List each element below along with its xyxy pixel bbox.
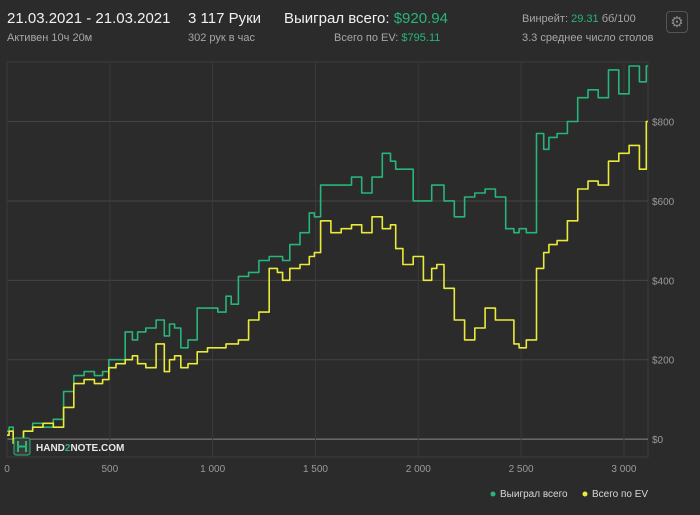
won-total-value: $920.94 [393,10,448,27]
x-tick-label: 3 000 [611,464,636,475]
won-total: Выиграл всего: $920.94 [284,10,448,27]
won-total-label: Выиграл всего: [284,10,390,27]
legend-won-label: Выиграл всего [500,489,568,500]
chart-legend[interactable]: Выиграл всего Всего по EV [490,489,649,500]
y-tick-label: $200 [652,356,675,367]
y-tick-label: $800 [652,118,675,129]
y-tick-label: $400 [652,276,675,287]
avg-tables: 3.3 среднее число столов [522,32,654,44]
x-tick-label: 500 [101,464,118,475]
x-tick-label: 0 [4,464,10,475]
logo-text-c: NOTE.COM [70,443,124,454]
active-time: Активен 10ч 20м [7,32,93,44]
hand2note-logo: HAND2NOTE.COM [13,437,124,456]
gear-icon[interactable]: ⚙ [666,11,688,33]
series-line-ev [7,120,648,444]
ev-total-label: Всего по EV: [334,32,399,44]
legend-won-swatch [490,491,496,497]
logo-text-a: HAND [36,443,65,454]
series-line-won [7,65,648,444]
x-tick-label: 1 000 [200,464,225,475]
winrate: Винрейт: 29.31 бб/100 [522,13,636,25]
x-tick-label: 1 500 [303,464,328,475]
legend-ev-label: Всего по EV [592,489,648,500]
hands-per-hour: 302 рук в час [188,32,256,44]
y-tick-label: $0 [652,435,664,446]
hands-count: 3 117 Руки [188,10,262,27]
x-tick-label: 2 000 [406,464,431,475]
y-axis-ticks: $0 $200 $400 $600 $800 [652,118,675,447]
ev-total: Всего по EV: $795.11 [334,32,440,44]
x-tick-label: 2 500 [509,464,534,475]
x-axis-ticks: 0 500 1 000 1 500 2 000 2 500 3 000 [4,464,637,475]
winrate-value: 29.31 [571,13,599,25]
logo-text: HAND2NOTE.COM [36,443,124,454]
stats-header: 21.03.2021 - 21.03.2021 Активен 10ч 20м … [0,0,700,48]
date-range[interactable]: 21.03.2021 - 21.03.2021 [7,10,171,27]
winrate-label: Винрейт: [522,13,569,25]
legend-ev-swatch [582,491,588,497]
chart-grid [6,61,649,458]
logo-h-icon [17,441,27,452]
logo-text-b: 2 [65,443,71,454]
chart-series [7,65,648,444]
ev-total-value: $795.11 [401,32,441,44]
winrate-unit: бб/100 [601,13,636,25]
y-tick-label: $600 [652,197,675,208]
